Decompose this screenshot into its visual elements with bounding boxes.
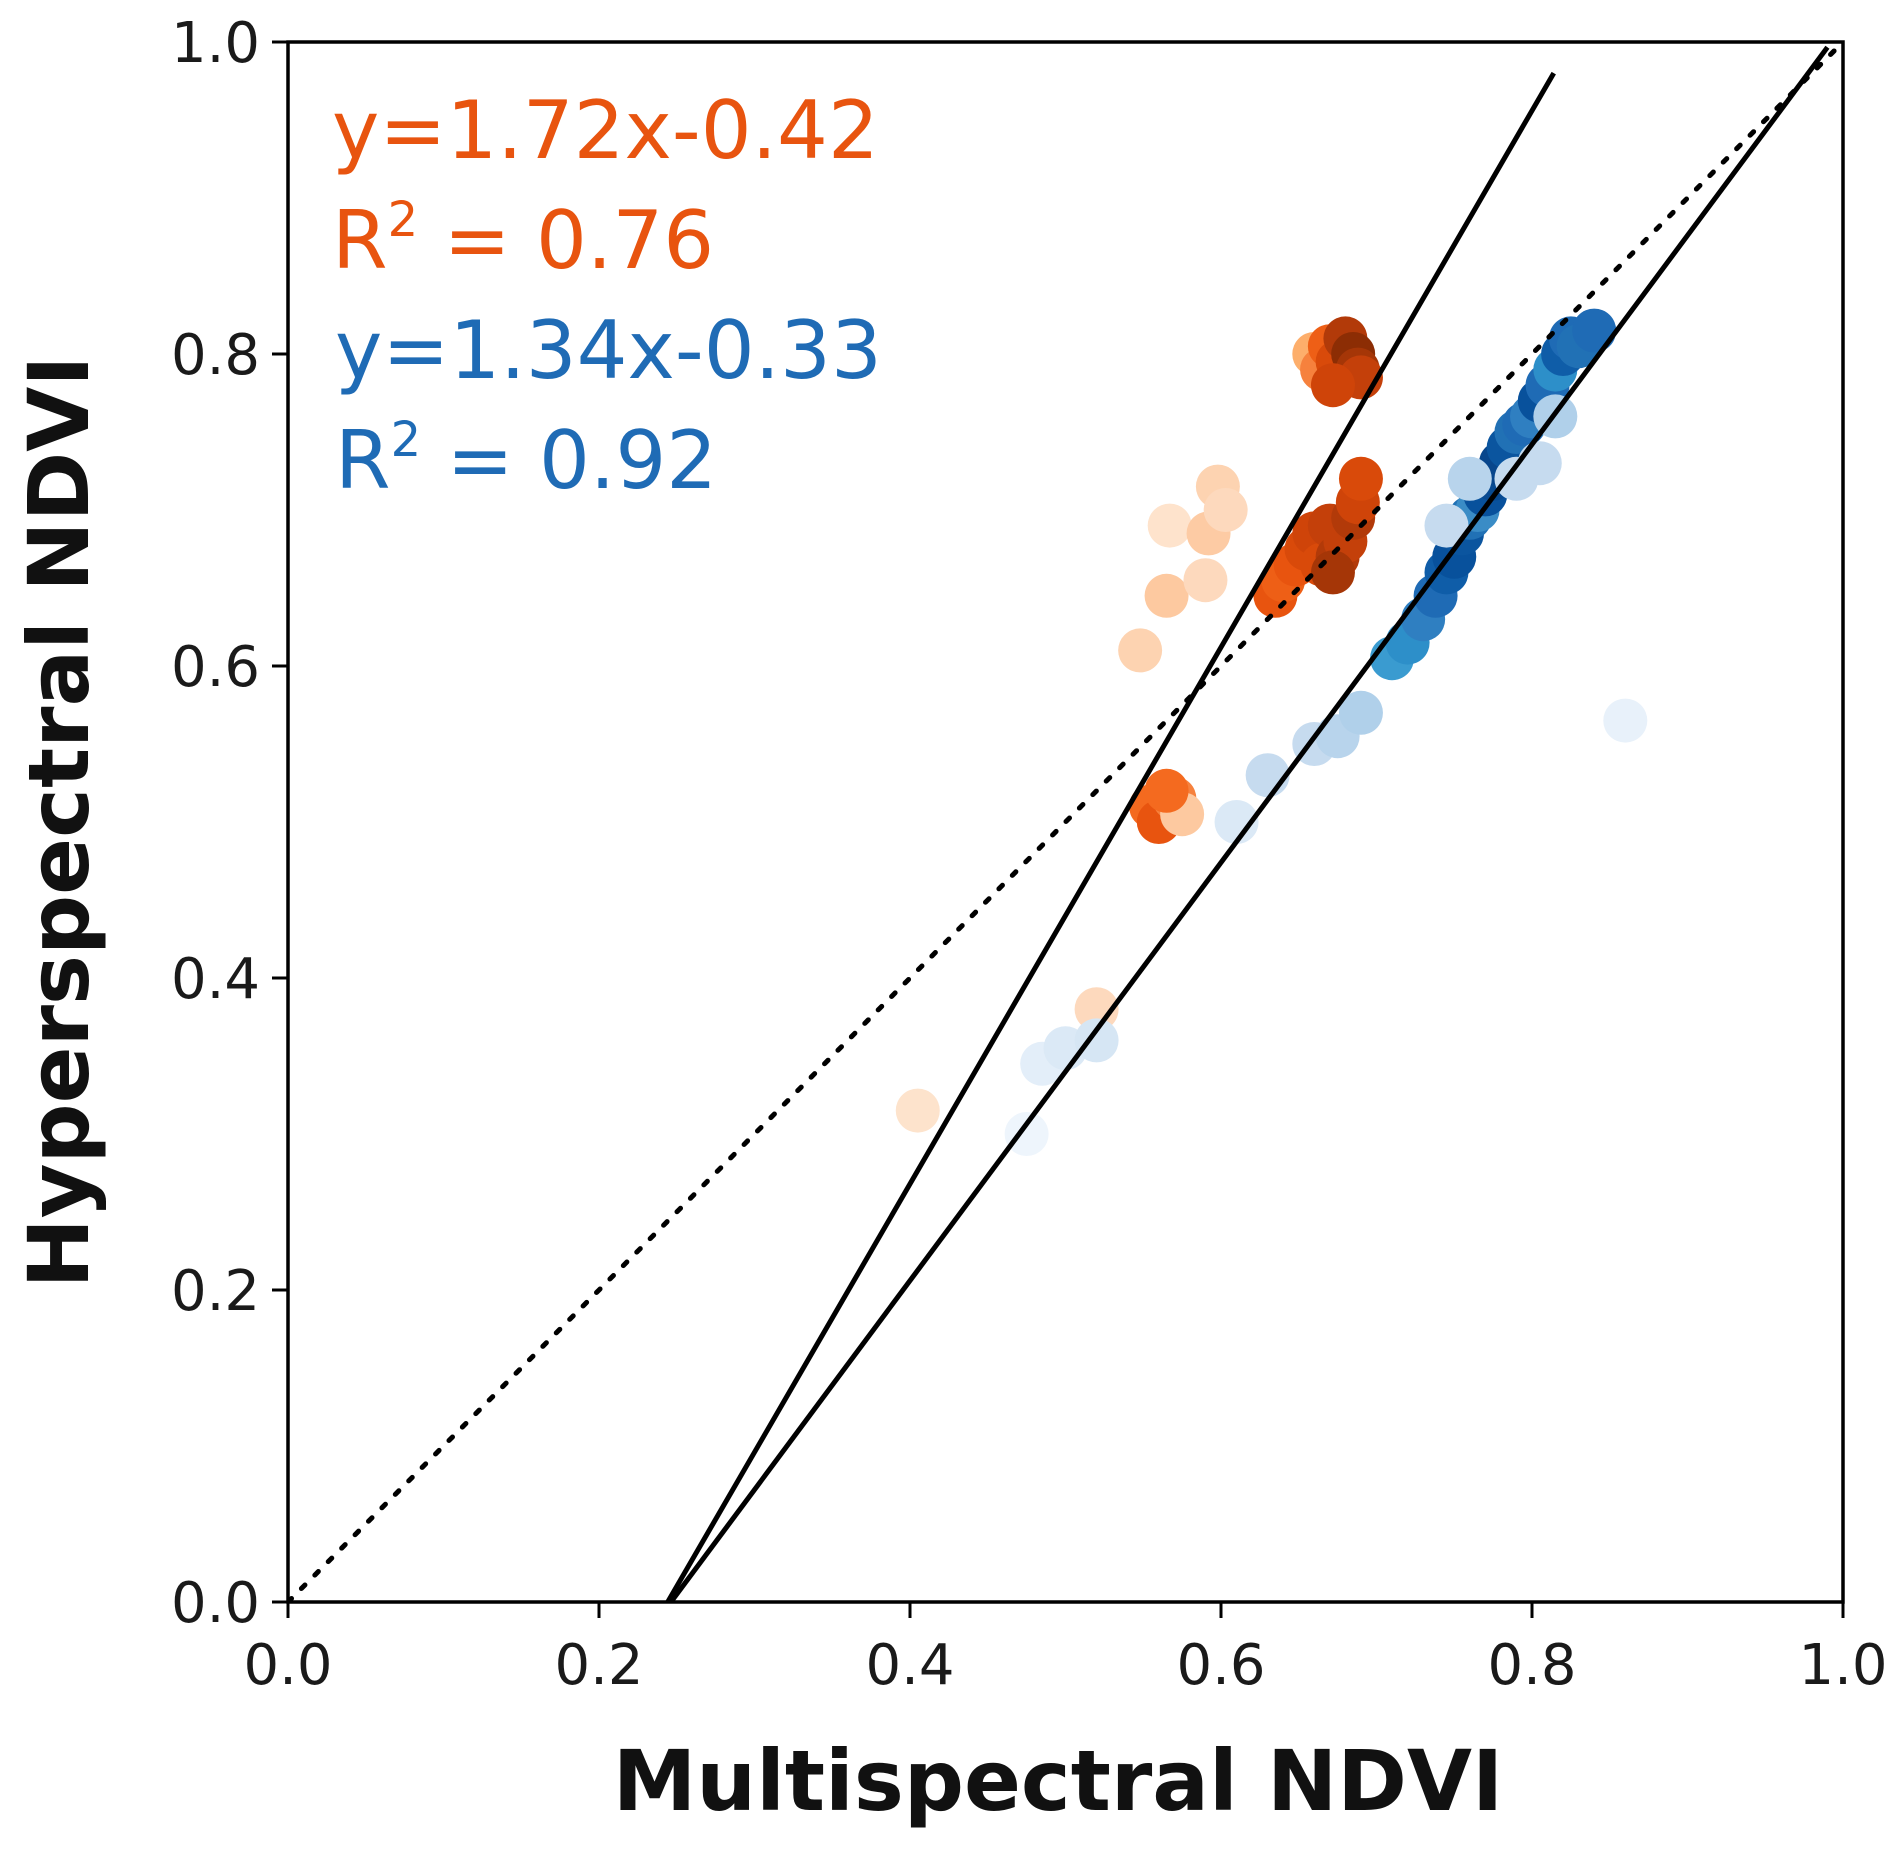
orange-r2-value: = 0.76 (418, 194, 714, 287)
orange-r2-label: R2 = 0.76 (332, 192, 714, 287)
blue-data-point (1603, 698, 1648, 743)
blue-r2-value: = 0.92 (421, 414, 717, 507)
blue-data-point (1074, 1018, 1119, 1063)
orange-data-point (1183, 558, 1228, 603)
blue-r2-sup: 2 (391, 412, 422, 468)
blue-data-point (1214, 800, 1259, 844)
orange-data-point (1118, 628, 1163, 673)
blue-data-point (1447, 456, 1492, 501)
orange-r2-sup: 2 (388, 192, 419, 248)
plot-frame (286, 40, 1845, 1604)
y-tick-label: 0.0 (171, 1571, 260, 1636)
orange-data-point (1144, 768, 1189, 813)
orange-fit-line (665, 71, 1556, 1602)
x-tick-label: 0.2 (554, 1633, 643, 1698)
one-to-one-reference-line (288, 42, 1843, 1602)
orange-equation-label: y=1.72x-0.42 (332, 84, 879, 177)
blue-equation-label: y=1.34x-0.33 (335, 304, 882, 397)
blue-data-point (1424, 503, 1469, 548)
x-axis: 0.0 0.2 0.4 0.6 0.8 1.0 (243, 1602, 1888, 1698)
orange-r2-prefix: R (332, 194, 388, 287)
orange-data-point (1203, 488, 1248, 532)
blue-annotation: y=1.34x-0.33 R2 = 0.92 (335, 304, 882, 507)
x-tick-label: 0.6 (1176, 1633, 1265, 1698)
x-tick-label: 0.8 (1487, 1633, 1576, 1698)
orange-data-point (1310, 363, 1355, 408)
orange-data-point (1147, 503, 1192, 548)
x-tick-label: 0.0 (243, 1633, 332, 1698)
orange-data-point (1338, 456, 1383, 501)
lines-layer (288, 42, 1843, 1602)
blue-data-point (1572, 308, 1617, 353)
orange-data-point (1310, 550, 1355, 595)
blue-r2-label: R2 = 0.92 (335, 412, 717, 507)
y-tick-label: 0.4 (171, 947, 260, 1012)
y-tick-label: 0.2 (171, 1259, 260, 1324)
blue-data-point (1338, 690, 1383, 735)
blue-r2-prefix: R (335, 414, 391, 507)
points-layer (895, 308, 1648, 1156)
y-tick-label: 0.6 (171, 635, 260, 700)
blue-fit-line (668, 45, 1830, 1602)
orange-data-point (1144, 573, 1189, 618)
x-tick-label: 0.4 (865, 1633, 954, 1698)
y-tick-label: 0.8 (171, 323, 260, 388)
orange-data-point (895, 1088, 940, 1133)
y-tick-label: 1.0 (171, 11, 260, 76)
blue-data-point (1004, 1112, 1049, 1156)
x-axis-title: Multispectral NDVI (613, 1732, 1504, 1830)
y-axis-title: Hyperspectral NDVI (10, 355, 108, 1288)
blue-data-point (1517, 441, 1562, 486)
blue-series (1004, 308, 1648, 1156)
orange-data-point (1074, 987, 1119, 1032)
x-tick-label: 1.0 (1798, 1633, 1887, 1698)
orange-annotation: y=1.72x-0.42 R2 = 0.76 (332, 84, 879, 287)
y-axis: 0.0 0.2 0.4 0.6 0.8 1.0 (171, 11, 288, 1636)
